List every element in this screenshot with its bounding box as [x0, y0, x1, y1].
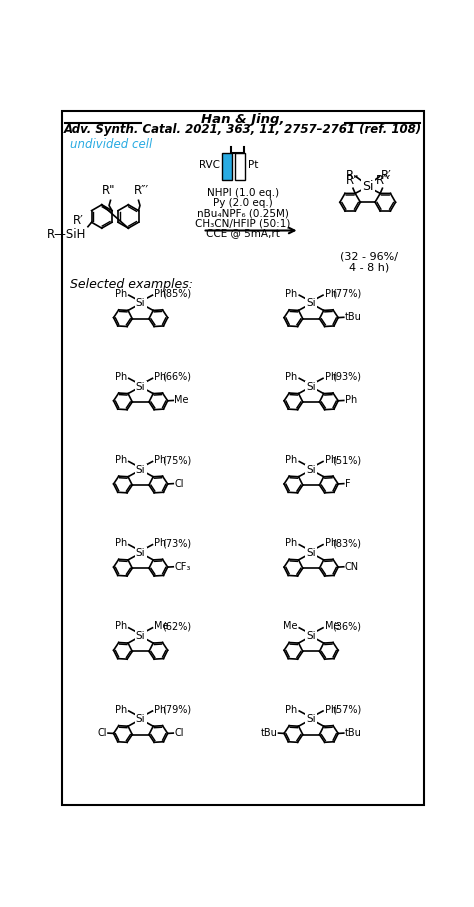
Text: Si: Si	[136, 631, 146, 641]
Text: R: R	[346, 170, 355, 182]
Text: Si: Si	[306, 464, 316, 475]
Text: tBu: tBu	[261, 728, 278, 738]
Text: R′: R′	[73, 214, 84, 227]
Text: CCE @ 5mA,rt: CCE @ 5mA,rt	[206, 229, 280, 239]
Text: Ph: Ph	[285, 705, 298, 715]
Text: Si: Si	[136, 715, 146, 725]
Text: (79%): (79%)	[162, 705, 191, 715]
Text: Ph: Ph	[325, 538, 337, 548]
Text: nBu₄NPF₆ (0.25M): nBu₄NPF₆ (0.25M)	[197, 209, 289, 219]
Text: Cl: Cl	[98, 728, 107, 738]
Text: R—SiH: R—SiH	[47, 229, 86, 241]
Text: Si: Si	[306, 382, 316, 392]
Text: Ph: Ph	[154, 372, 166, 382]
Text: (57%): (57%)	[332, 705, 362, 715]
Text: Ph: Ph	[345, 395, 357, 405]
Bar	[235, 152, 245, 180]
Text: Ph: Ph	[325, 372, 337, 382]
Text: Ph: Ph	[115, 372, 127, 382]
Text: Ph: Ph	[325, 288, 337, 298]
Text: Ph: Ph	[325, 455, 337, 465]
Text: Ph: Ph	[154, 288, 166, 298]
Text: Ph: Ph	[115, 538, 127, 548]
Text: Si: Si	[362, 180, 374, 193]
Text: Si: Si	[306, 715, 316, 725]
Text: Me: Me	[283, 621, 298, 631]
Text: tBu: tBu	[345, 312, 361, 322]
Text: R″′: R″′	[134, 184, 149, 198]
Text: (51%): (51%)	[332, 455, 361, 465]
Text: Si: Si	[306, 631, 316, 641]
Text: Ph: Ph	[154, 538, 166, 548]
Text: undivided cell: undivided cell	[70, 138, 152, 151]
Bar	[222, 152, 232, 180]
Text: NHPI (1.0 eq.): NHPI (1.0 eq.)	[207, 188, 279, 198]
Text: Ph: Ph	[285, 538, 298, 548]
Text: R″′: R″′	[376, 174, 392, 187]
Text: Si: Si	[306, 548, 316, 558]
Text: Si: Si	[136, 548, 146, 558]
Text: R′: R′	[381, 170, 392, 182]
Text: Selected examples:: Selected examples:	[70, 278, 193, 291]
Text: Me: Me	[325, 621, 339, 631]
Text: R": R"	[102, 184, 116, 198]
Text: (62%): (62%)	[162, 621, 191, 631]
Text: Si: Si	[306, 298, 316, 308]
Text: Cl: Cl	[174, 479, 183, 489]
Text: Ph: Ph	[115, 705, 127, 715]
Text: Ph: Ph	[154, 455, 166, 465]
Text: (75%): (75%)	[162, 455, 191, 465]
Text: (93%): (93%)	[332, 372, 361, 382]
Text: (83%): (83%)	[332, 538, 361, 548]
Text: Si: Si	[136, 298, 146, 308]
Text: Cl: Cl	[174, 728, 183, 738]
Text: Si: Si	[136, 382, 146, 392]
Text: RVC: RVC	[199, 160, 219, 170]
Text: (77%): (77%)	[332, 288, 362, 298]
Text: Ph: Ph	[325, 705, 337, 715]
Text: Me: Me	[174, 395, 189, 405]
Text: CN: CN	[345, 561, 359, 571]
Text: Ph: Ph	[115, 288, 127, 298]
Text: tBu: tBu	[345, 728, 361, 738]
Text: Ph: Ph	[115, 621, 127, 631]
Text: (32 - 96%/
4 - 8 h): (32 - 96%/ 4 - 8 h)	[340, 251, 398, 273]
Text: Ph: Ph	[115, 455, 127, 465]
Text: CH₃CN/HFIP (50:1): CH₃CN/HFIP (50:1)	[195, 219, 291, 229]
Text: R": R"	[346, 174, 359, 187]
Text: Ph: Ph	[285, 372, 298, 382]
Text: Me: Me	[154, 621, 169, 631]
Text: (66%): (66%)	[162, 372, 191, 382]
Text: Ph: Ph	[285, 288, 298, 298]
Text: CF₃: CF₃	[174, 561, 191, 571]
Text: Adv. Synth. Catal. 2021, 363, 11, 2757–2761 (ref. 108): Adv. Synth. Catal. 2021, 363, 11, 2757–2…	[64, 123, 422, 136]
Text: Ph: Ph	[285, 455, 298, 465]
Text: Si: Si	[136, 464, 146, 475]
Text: Pt: Pt	[247, 160, 258, 170]
Text: Ph: Ph	[154, 705, 166, 715]
Text: (36%): (36%)	[332, 621, 361, 631]
Text: (73%): (73%)	[162, 538, 191, 548]
Text: Py (2.0 eq.): Py (2.0 eq.)	[213, 198, 273, 209]
Text: (85%): (85%)	[162, 288, 191, 298]
Text: Han & Jing,: Han & Jing,	[201, 112, 285, 126]
Text: F: F	[345, 479, 350, 489]
